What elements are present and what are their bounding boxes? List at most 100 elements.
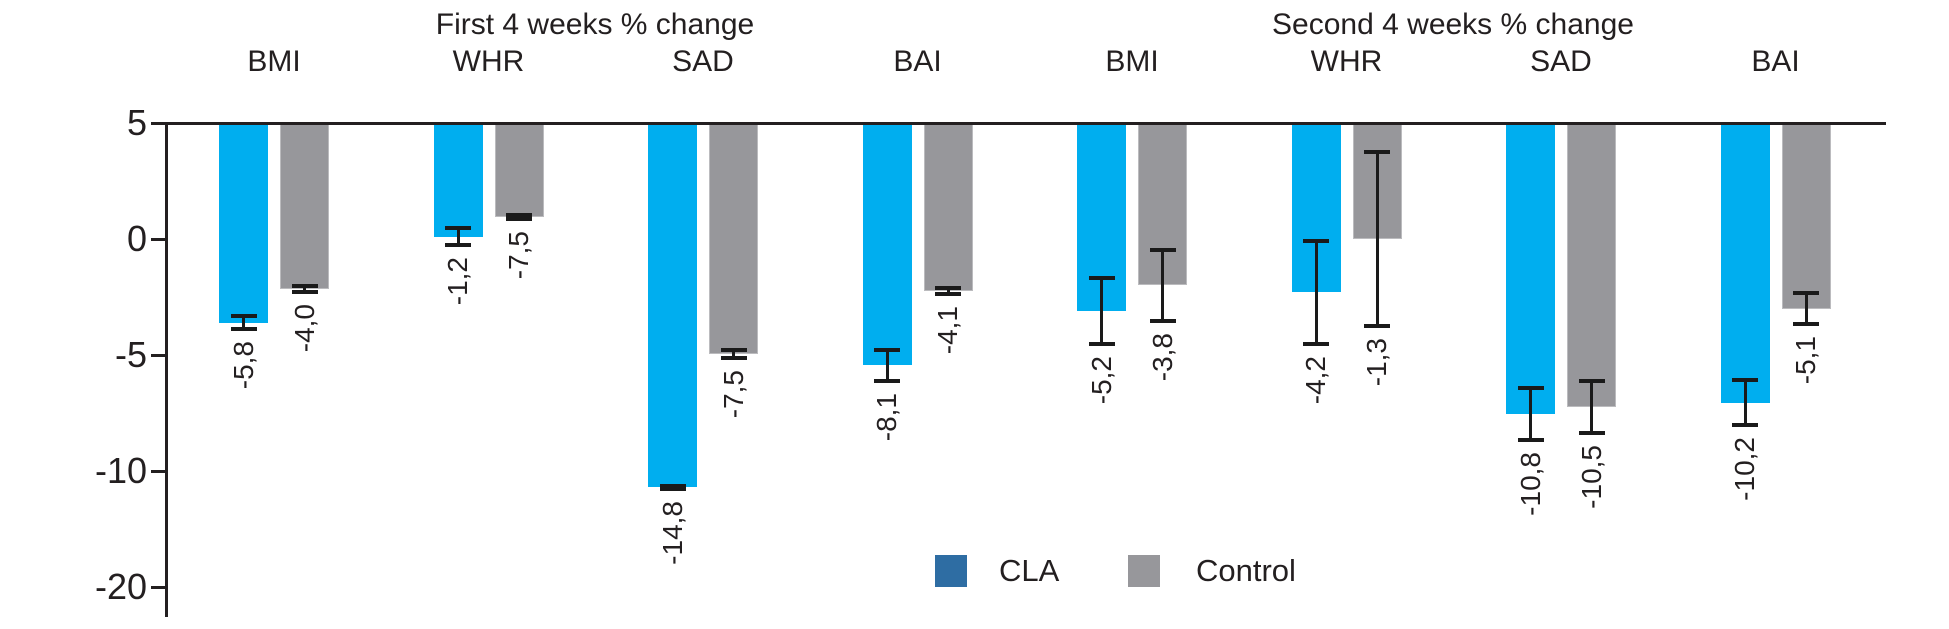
error-cap-top-cla-sad-first xyxy=(659,483,686,488)
legend-label-cla: CLA xyxy=(999,553,1060,588)
bar-value-label-control-sad-second: -10,5 xyxy=(1576,445,1641,509)
error-cap-bottom-control-bai-first xyxy=(935,292,961,297)
error-cap-top-cla-bmi-first xyxy=(230,314,257,319)
bar-cla-sad-first xyxy=(648,123,697,488)
error-bar-control-bai-second xyxy=(1804,291,1808,326)
bar-value-text: -8,1 xyxy=(871,392,902,442)
category-label-whr-first: WHR xyxy=(452,45,525,78)
error-cap-top-control-bmi-second xyxy=(1149,248,1176,253)
error-bar-control-bmi-second xyxy=(1161,248,1164,323)
y-tick xyxy=(151,121,166,125)
panel-title-second: Second 4 weeks % change xyxy=(1272,8,1634,41)
error-cap-bottom-control-whr-second xyxy=(1364,324,1390,329)
error-bar-cla-whr-first xyxy=(456,226,460,248)
bar-value-label-cla-whr-second: -4,2 xyxy=(1300,356,1349,404)
error-cap-bottom-control-whr-first xyxy=(506,217,532,222)
error-bar-cla-sad-second xyxy=(1529,386,1532,442)
error-cap-bottom-control-sad-second xyxy=(1578,431,1605,436)
y-tick-label: 0 xyxy=(126,218,147,259)
y-tick xyxy=(151,469,166,473)
error-cap-bottom-cla-bmi-first xyxy=(230,326,257,331)
bar-value-label-cla-bai-second: -10,2 xyxy=(1729,437,1794,501)
y-tick xyxy=(151,237,166,241)
y-tick-label: 5 xyxy=(126,102,147,143)
bar-value-label-control-whr-first: -7,5 xyxy=(503,231,552,279)
bar-value-text: -10,5 xyxy=(1575,445,1607,509)
error-cap-top-control-sad-first xyxy=(720,347,747,352)
error-bar-control-sad-second xyxy=(1590,379,1593,436)
bar-value-text: -7,5 xyxy=(717,370,749,419)
error-cap-top-control-bai-second xyxy=(1793,291,1819,296)
error-cap-top-cla-sad-second xyxy=(1517,386,1544,391)
error-cap-top-control-bmi-first xyxy=(291,284,318,289)
bar-value-label-cla-bmi-first: -5,8 xyxy=(228,341,277,389)
bar-control-sad-second xyxy=(1567,123,1616,408)
bar-value-label-control-bai-second: -5,1 xyxy=(1790,336,1839,384)
bar-control-bai-first xyxy=(923,123,973,292)
bar-value-text: -1,3 xyxy=(1361,338,1392,387)
bar-cla-whr-first xyxy=(433,123,483,237)
error-cap-bottom-cla-whr-second xyxy=(1303,341,1329,346)
bar-value-label-control-bmi-second: -3,8 xyxy=(1147,333,1196,381)
bar-cla-bmi-first xyxy=(219,123,268,323)
bar-cla-bai-first xyxy=(862,123,912,366)
error-cap-top-cla-bai-second xyxy=(1732,378,1758,383)
error-cap-bottom-control-bmi-second xyxy=(1149,318,1176,323)
bar-value-label-cla-bmi-second: -5,2 xyxy=(1086,356,1135,404)
error-cap-top-cla-bai-first xyxy=(874,348,900,353)
error-cap-bottom-cla-whr-first xyxy=(445,243,471,248)
bar-value-text: -5,8 xyxy=(227,340,259,389)
bar-value-text: -4,1 xyxy=(932,306,963,355)
bar-value-text: -4,0 xyxy=(288,303,320,352)
bar-control-sad-first xyxy=(709,123,758,354)
error-cap-top-control-bai-first xyxy=(935,286,961,291)
bar-control-bai-second xyxy=(1781,123,1831,309)
legend-swatch-cla xyxy=(935,555,967,587)
bar-value-label-cla-whr-first: -1,2 xyxy=(442,257,491,305)
error-bar-control-bai-first xyxy=(946,286,950,297)
bar-value-text: -3,8 xyxy=(1146,332,1178,381)
bar-value-text: -4,2 xyxy=(1300,355,1331,404)
error-cap-top-cla-bmi-second xyxy=(1088,276,1115,281)
category-label-bai-first: BAI xyxy=(893,45,942,78)
error-cap-bottom-control-sad-first xyxy=(720,356,747,361)
bar-value-text: -10,2 xyxy=(1729,436,1760,501)
bar-value-text: -5,1 xyxy=(1790,336,1821,385)
error-cap-bottom-cla-bai-first xyxy=(874,378,900,383)
category-label-bai-second: BAI xyxy=(1751,45,1800,78)
bar-value-label-control-whr-second: -1,3 xyxy=(1361,338,1410,386)
error-cap-top-control-sad-second xyxy=(1578,379,1605,384)
error-cap-bottom-cla-sad-first xyxy=(659,486,686,491)
error-bar-control-sad-first xyxy=(732,347,735,361)
legend-swatch-control xyxy=(1128,555,1160,587)
bar-value-text: -5,2 xyxy=(1085,355,1117,404)
bar-value-label-cla-sad-second: -10,8 xyxy=(1515,452,1580,516)
category-label-whr-second: WHR xyxy=(1310,45,1383,78)
category-label-sad-first: SAD xyxy=(672,45,734,78)
error-bar-cla-bai-first xyxy=(885,348,889,383)
error-bar-control-whr-first xyxy=(517,212,521,222)
error-cap-bottom-cla-bai-second xyxy=(1732,422,1758,427)
bar-value-label-control-sad-first: -7,5 xyxy=(718,370,767,418)
error-cap-top-cla-whr-first xyxy=(445,226,471,231)
y-tick-label: -20 xyxy=(94,566,147,607)
category-label-bmi-second: BMI xyxy=(1105,45,1159,78)
bar-value-label-control-bai-first: -4,1 xyxy=(932,306,981,354)
error-bar-cla-bmi-second xyxy=(1100,276,1103,346)
y-tick-label: -10 xyxy=(94,450,147,491)
legend-label-control: Control xyxy=(1196,553,1296,588)
y-tick-label: -5 xyxy=(114,334,147,375)
error-cap-bottom-control-bai-second xyxy=(1793,322,1819,326)
bar-value-text: -10,8 xyxy=(1514,452,1546,516)
bar-cla-bai-second xyxy=(1720,123,1770,403)
error-bar-control-whr-second xyxy=(1375,149,1379,329)
bar-value-text: -1,2 xyxy=(442,257,473,306)
error-cap-bottom-cla-bmi-second xyxy=(1088,341,1115,346)
error-bar-control-bmi-first xyxy=(303,284,306,294)
y-tick xyxy=(151,353,166,357)
category-label-bmi-first: BMI xyxy=(247,45,301,78)
error-bar-cla-bai-second xyxy=(1743,378,1747,427)
bar-value-label-control-bmi-first: -4,0 xyxy=(289,304,338,352)
panel-title-first: First 4 weeks % change xyxy=(435,8,755,41)
